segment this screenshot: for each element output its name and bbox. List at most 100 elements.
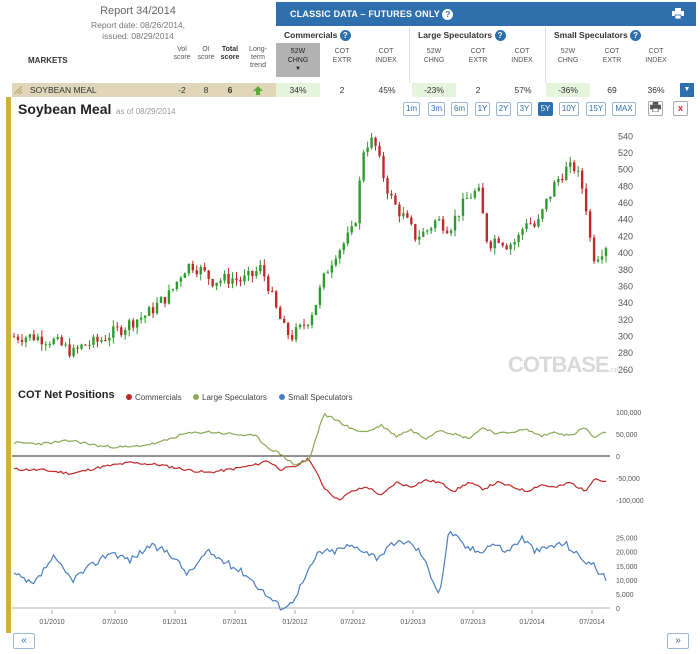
candle-body: [279, 307, 282, 320]
candle-body: [422, 231, 425, 237]
table-row[interactable]: SOYBEAN MEAL -2 8 6 34% 2 45% -23% 2 57%…: [0, 83, 700, 97]
candle-body: [231, 278, 234, 284]
candle-body: [259, 265, 262, 272]
vol-score-header[interactable]: Vol score: [173, 46, 191, 61]
candle-body: [334, 258, 338, 266]
candle-body: [271, 290, 274, 292]
candle-body: [124, 330, 127, 336]
sort-handle-icon[interactable]: [14, 86, 22, 94]
candle-body: [239, 279, 242, 282]
candle-body: [116, 326, 119, 328]
candle-body: [441, 219, 445, 231]
prev-button[interactable]: «: [13, 633, 35, 649]
candle-body: [155, 302, 159, 314]
candle-body: [437, 219, 441, 221]
help-icon[interactable]: ?: [442, 9, 454, 21]
legend-small-speculators[interactable]: Small Speculators: [279, 393, 352, 402]
range-button-6m[interactable]: 6m: [451, 102, 468, 116]
candle-body: [557, 178, 560, 183]
col-comm-cot-extr[interactable]: COT EXTR: [332, 48, 352, 64]
candle-body: [370, 137, 373, 148]
candle-body: [545, 198, 548, 210]
market-name[interactable]: SOYBEAN MEAL: [30, 85, 97, 95]
y-tick-label: 50,000: [616, 432, 638, 439]
candle-body: [537, 218, 540, 227]
print-icon[interactable]: [672, 8, 684, 19]
candle-body: [255, 271, 258, 277]
long-term-trend-header[interactable]: Long-term trend: [249, 46, 267, 69]
candle-body: [573, 162, 576, 172]
candle-body: [52, 338, 55, 345]
col-small-cot-extr[interactable]: COT EXTR: [602, 48, 622, 64]
report-info: Report 34/2014 Report date: 08/26/2014, …: [0, 0, 276, 84]
candle-body: [584, 188, 588, 212]
range-button-3m[interactable]: 3m: [428, 102, 445, 116]
small-52w-chng: -36%: [546, 83, 590, 97]
print-icon: [650, 102, 661, 113]
col-large-cot-index[interactable]: COT INDEX: [511, 48, 533, 64]
y-tick-label: 25,000: [616, 536, 638, 543]
range-button-10y[interactable]: 10Y: [559, 102, 579, 116]
range-button-max[interactable]: MAX: [612, 102, 636, 116]
candle-body: [354, 223, 357, 227]
chart-title: Soybean Meal: [18, 101, 112, 117]
y-tick-label: 0: [616, 606, 620, 613]
range-button-1m[interactable]: 1m: [403, 102, 420, 116]
candle-body: [596, 259, 600, 262]
candle-body: [159, 297, 163, 303]
col-comm-cot-index[interactable]: COT INDEX: [375, 48, 397, 64]
close-chart-button[interactable]: x: [673, 101, 688, 116]
candle-body: [275, 291, 278, 308]
help-icon[interactable]: ?: [339, 30, 351, 42]
col-large-cot-extr[interactable]: COT EXTR: [468, 48, 488, 64]
candle-body: [501, 242, 504, 246]
range-button-3y[interactable]: 3Y: [517, 102, 532, 116]
large-speculators-line: [13, 412, 607, 466]
candle-body: [247, 271, 250, 276]
help-icon[interactable]: ?: [630, 30, 642, 42]
col-comm-52w-chng[interactable]: 52W CHNG ▼: [276, 43, 320, 77]
candle-body: [72, 347, 75, 357]
candle-body: [151, 307, 155, 314]
range-button-2y[interactable]: 2Y: [496, 102, 511, 116]
col-small-cot-index[interactable]: COT INDEX: [645, 48, 667, 64]
markets-header[interactable]: MARKETS: [28, 56, 68, 65]
help-icon[interactable]: ?: [494, 30, 506, 42]
next-button[interactable]: »: [667, 633, 689, 649]
candle-body: [76, 347, 79, 349]
range-button-15y[interactable]: 15Y: [586, 102, 606, 116]
candle-body: [386, 178, 389, 194]
candle-body: [68, 344, 71, 357]
oi-score-header[interactable]: OI score: [197, 46, 215, 61]
candle-body: [445, 230, 449, 234]
y-tick-label: 0: [616, 454, 620, 461]
group-title-commercials: Commercials: [284, 30, 338, 40]
collapse-chevron-icon[interactable]: ▼: [680, 83, 694, 97]
candle-body: [398, 204, 401, 217]
candle-body: [346, 232, 349, 244]
x-tick-label: 01/2012: [282, 619, 307, 626]
x-tick-label: 07/2011: [223, 619, 248, 626]
total-score: 6: [227, 85, 233, 95]
cot-chart: 100,000 50,000 0 -50,000 -100,000 25,000 20,00…: [12, 410, 644, 626]
legend-commercials[interactable]: Commercials: [126, 393, 182, 402]
col-large-52w-chng[interactable]: 52W CHNG: [423, 48, 445, 64]
candle-body: [378, 145, 381, 156]
group-title-large-speculators: Large Speculators: [418, 30, 493, 40]
legend-large-speculators[interactable]: Large Speculators: [193, 393, 267, 402]
group-commercials: Commercials ? 52W CHNG ▼ COT EXTR COT INDEX: [276, 27, 410, 83]
classic-data-title: CLASSIC DATA – FUTURES ONLY: [290, 9, 440, 19]
legend-dot-icon: [279, 394, 285, 400]
candle-body: [191, 263, 194, 271]
y-tick-label: 480: [618, 181, 633, 191]
col-small-52w-chng[interactable]: 52W CHNG: [557, 48, 579, 64]
y-tick-label: 340: [618, 298, 633, 308]
candle-body: [223, 273, 226, 281]
candle-body: [366, 147, 369, 153]
comm-cot-index: 45%: [378, 85, 396, 95]
candle-body: [318, 287, 322, 305]
range-button-5y[interactable]: 5Y: [538, 102, 553, 116]
range-button-1y[interactable]: 1Y: [475, 102, 490, 116]
total-score-header[interactable]: Total score: [220, 46, 240, 61]
print-chart-button[interactable]: [648, 101, 663, 116]
